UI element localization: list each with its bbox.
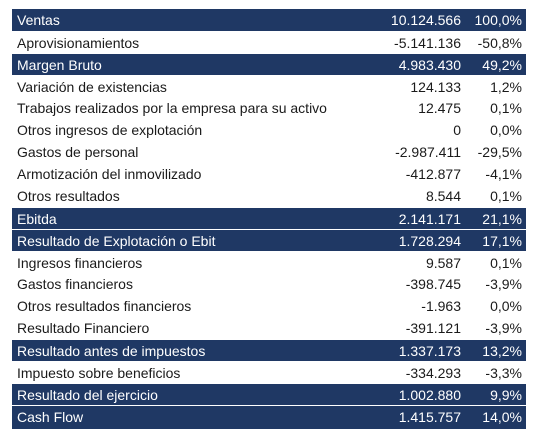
row-label: Aprovisionamientos xyxy=(17,34,140,51)
table-row: Margen Bruto 4.983.430 49,2% xyxy=(12,53,526,75)
row-label: Trabajos realizados por la empresa para … xyxy=(17,100,327,116)
row-value: 10.124.566 xyxy=(390,12,461,28)
table-row: Resultado antes de impuestos 1.337.173 13,… xyxy=(12,339,526,361)
row-label: Ebitda xyxy=(17,210,57,227)
row-percentage: -3,9% xyxy=(485,320,522,336)
table-row: Armotización del inmovilizado -412.877 -4,… xyxy=(12,163,526,185)
row-label: Resultado del ejercicio xyxy=(17,386,158,403)
row-percentage: 14,0% xyxy=(482,408,522,425)
row-label: Resultado de Explotación o Ebit xyxy=(17,232,216,249)
table-row: Resultado Financiero -391.121 -3,9% xyxy=(12,317,526,339)
table-row: Cash Flow 1.415.757 14,0% xyxy=(12,405,526,427)
table-row: Variación de existencias 124.133 1,2% xyxy=(12,75,526,97)
row-value: 1.728.294 xyxy=(398,232,461,249)
table-row: Aprovisionamientos -5.141.136 -50,8% xyxy=(12,31,526,53)
table-row: Gastos financieros -398.745 -3,9% xyxy=(12,273,526,295)
row-label: Gastos de personal xyxy=(17,144,139,160)
row-label: Armotización del inmovilizado xyxy=(17,166,202,182)
bottom-rule xyxy=(12,427,526,429)
row-label: Ventas xyxy=(17,12,60,28)
row-value: -334.293 xyxy=(405,364,461,381)
row-percentage: -29,5% xyxy=(477,144,522,160)
table-row: Otros resultados 8.544 0,1% xyxy=(12,185,526,207)
income-statement-table: Ventas 10.124.566 100,0% Aprovisionamientos… xyxy=(12,9,526,429)
table-row: Impuesto sobre beneficios -334.293 -3,3% xyxy=(12,361,526,383)
table-body: Ventas 10.124.566 100,0% Aprovisionamientos… xyxy=(12,9,526,427)
row-percentage: 100,0% xyxy=(474,12,522,28)
row-label: Otros resultados xyxy=(17,188,120,204)
row-percentage: -4,1% xyxy=(485,166,522,182)
row-label: Variación de existencias xyxy=(17,78,167,95)
table-row: Gastos de personal -2.987.411 -29,5% xyxy=(12,141,526,163)
row-percentage: 9,9% xyxy=(490,386,522,403)
row-label: Gastos financieros xyxy=(17,276,133,292)
table-row: Ingresos financieros 9.587 0,1% xyxy=(12,251,526,273)
row-value: 124.133 xyxy=(410,78,461,95)
table-row: Trabajos realizados por la empresa para … xyxy=(12,97,526,119)
row-value: 12.475 xyxy=(418,100,461,116)
row-label: Margen Bruto xyxy=(17,56,102,73)
row-value: 0 xyxy=(453,122,461,138)
row-value: -1.963 xyxy=(421,298,461,314)
row-value: 8.544 xyxy=(425,188,461,204)
table-row: Ventas 10.124.566 100,0% xyxy=(12,9,526,31)
row-value: 1.337.173 xyxy=(398,342,461,359)
row-label: Resultado antes de impuestos xyxy=(17,342,206,359)
row-percentage: 1,2% xyxy=(490,78,522,95)
row-value: -412.877 xyxy=(405,166,461,182)
row-value: 4.983.430 xyxy=(398,56,461,73)
row-percentage: -3,3% xyxy=(485,364,522,381)
row-percentage: 0,0% xyxy=(490,122,522,138)
row-percentage: 0,1% xyxy=(490,100,522,116)
row-percentage: 17,1% xyxy=(482,232,522,249)
row-percentage: -50,8% xyxy=(477,34,522,51)
row-percentage: 49,2% xyxy=(482,56,522,73)
row-percentage: 21,1% xyxy=(482,210,522,227)
row-label: Impuesto sobre beneficios xyxy=(17,364,181,381)
row-percentage: 0,1% xyxy=(490,254,522,271)
row-value: -391.121 xyxy=(405,320,461,336)
row-value: 1.415.757 xyxy=(398,408,461,425)
table-row: Otros resultados financieros -1.963 0,0% xyxy=(12,295,526,317)
row-label: Otros resultados financieros xyxy=(17,298,192,314)
row-label: Ingresos financieros xyxy=(17,254,143,271)
row-label: Otros ingresos de explotación xyxy=(17,122,203,138)
table-row: Otros ingresos de explotación 0 0,0% xyxy=(12,119,526,141)
row-percentage: 0,0% xyxy=(490,298,522,314)
row-percentage: 13,2% xyxy=(482,342,522,359)
row-value: -398.745 xyxy=(405,276,461,292)
row-label: Cash Flow xyxy=(17,408,84,425)
row-percentage: -3,9% xyxy=(485,276,522,292)
row-value: 9.587 xyxy=(425,254,461,271)
row-percentage: 0,1% xyxy=(490,188,522,204)
table-row: Resultado de Explotación o Ebit 1.728.294… xyxy=(12,229,526,251)
row-value: -2.987.411 xyxy=(395,144,461,160)
row-value: -5.141.136 xyxy=(394,34,461,51)
row-label: Resultado Financiero xyxy=(17,320,150,336)
table-row: Resultado del ejercicio 1.002.880 9,9% xyxy=(12,383,526,405)
table-row: Ebitda 2.141.171 21,1% xyxy=(12,207,526,229)
row-value: 1.002.880 xyxy=(398,386,461,403)
row-value: 2.141.171 xyxy=(398,210,461,227)
